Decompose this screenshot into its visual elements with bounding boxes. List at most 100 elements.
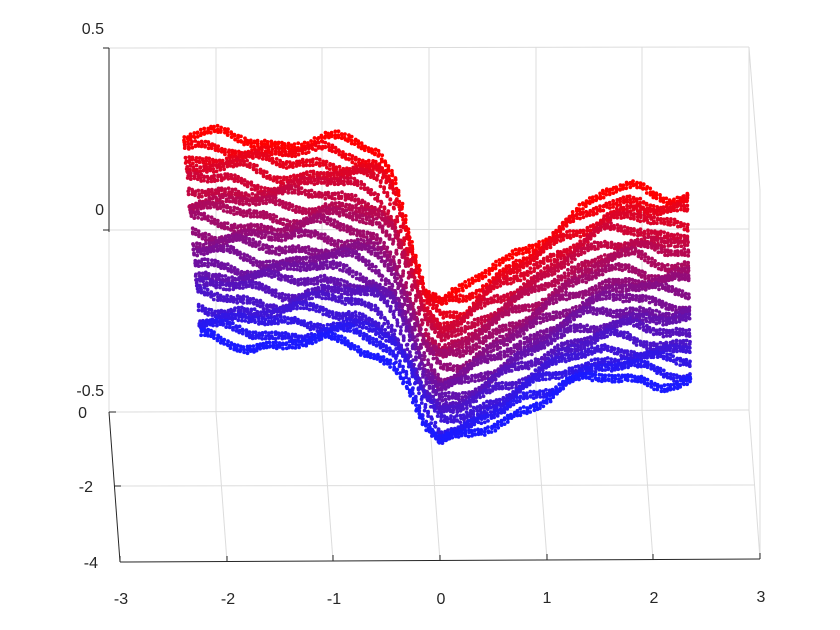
data-point (546, 273, 550, 278)
data-point (569, 260, 574, 264)
data-point (343, 204, 348, 209)
data-point (318, 220, 323, 224)
data-point (551, 253, 556, 258)
data-point (301, 223, 306, 228)
data-point (238, 162, 243, 167)
data-point (665, 240, 670, 245)
data-point (640, 252, 644, 257)
data-point (333, 133, 338, 137)
data-point (644, 203, 649, 207)
data-point (353, 198, 357, 203)
data-point (519, 294, 524, 299)
data-point (609, 221, 613, 226)
data-point (296, 141, 301, 146)
data-point (255, 163, 259, 168)
data-point (249, 141, 254, 146)
data-point (498, 341, 503, 345)
data-point (482, 291, 487, 296)
data-point (434, 295, 439, 300)
data-point (201, 205, 206, 210)
data-point (279, 234, 284, 239)
data-point (239, 134, 243, 139)
data-point (668, 219, 673, 224)
data-point (255, 186, 260, 191)
data-point (439, 338, 444, 343)
data-point (212, 124, 216, 129)
data-point (263, 186, 267, 190)
data-point (658, 232, 663, 237)
data-point (656, 262, 660, 267)
data-point (517, 309, 522, 314)
data-point (562, 275, 567, 280)
data-point (306, 150, 311, 155)
data-point (349, 238, 354, 243)
data-point (391, 241, 395, 246)
data-point (509, 302, 514, 307)
data-point (310, 195, 315, 199)
data-point (535, 278, 540, 283)
data-point (538, 252, 543, 257)
data-point (573, 276, 578, 281)
data-point (377, 209, 382, 213)
data-point (580, 279, 585, 284)
data-point (192, 176, 197, 181)
data-point (273, 151, 278, 156)
data-point (646, 257, 651, 261)
data-point (497, 330, 502, 334)
data-point (685, 228, 690, 233)
data-point (202, 132, 207, 136)
data-point (432, 319, 436, 323)
data-point (623, 284, 628, 288)
data-point (187, 160, 192, 165)
data-point (558, 315, 562, 320)
data-point (527, 304, 532, 309)
data-point (209, 126, 214, 131)
data-point (326, 142, 331, 147)
data-point (490, 268, 495, 272)
data-point (197, 160, 202, 165)
data-point (529, 290, 534, 294)
data-point (578, 216, 582, 221)
data-point (346, 139, 350, 143)
data-point (491, 348, 496, 352)
data-point (196, 195, 201, 200)
data-point (219, 188, 224, 193)
data-point (315, 136, 320, 141)
data-point (646, 235, 651, 240)
data-point (582, 241, 586, 246)
data-point (329, 238, 333, 243)
data-point (565, 219, 569, 224)
data-point (403, 264, 408, 268)
data-point (556, 268, 561, 273)
data-point (431, 306, 435, 311)
data-point (299, 234, 304, 238)
data-point (271, 178, 276, 183)
data-point (518, 278, 523, 283)
data-point (427, 299, 432, 304)
data-point (216, 224, 221, 229)
data-point (262, 190, 267, 195)
data-point (407, 243, 412, 247)
data-point (384, 233, 389, 238)
data-point (560, 289, 564, 293)
data-point (682, 247, 687, 251)
data-point (327, 135, 331, 140)
data-point (511, 270, 516, 275)
data-point (367, 215, 372, 220)
data-point (516, 306, 521, 310)
data-point (189, 142, 194, 147)
data-point (429, 365, 433, 369)
data-point (492, 300, 496, 304)
data-point (210, 196, 215, 201)
data-point (336, 191, 341, 196)
data-point (315, 181, 320, 186)
data-point (551, 230, 556, 235)
data-point (387, 237, 392, 241)
data-point (566, 267, 570, 272)
data-point (375, 198, 380, 203)
data-point (241, 202, 245, 207)
data-point (548, 245, 553, 250)
data-point (378, 184, 383, 189)
data-point (333, 145, 338, 150)
data-point (643, 255, 647, 259)
